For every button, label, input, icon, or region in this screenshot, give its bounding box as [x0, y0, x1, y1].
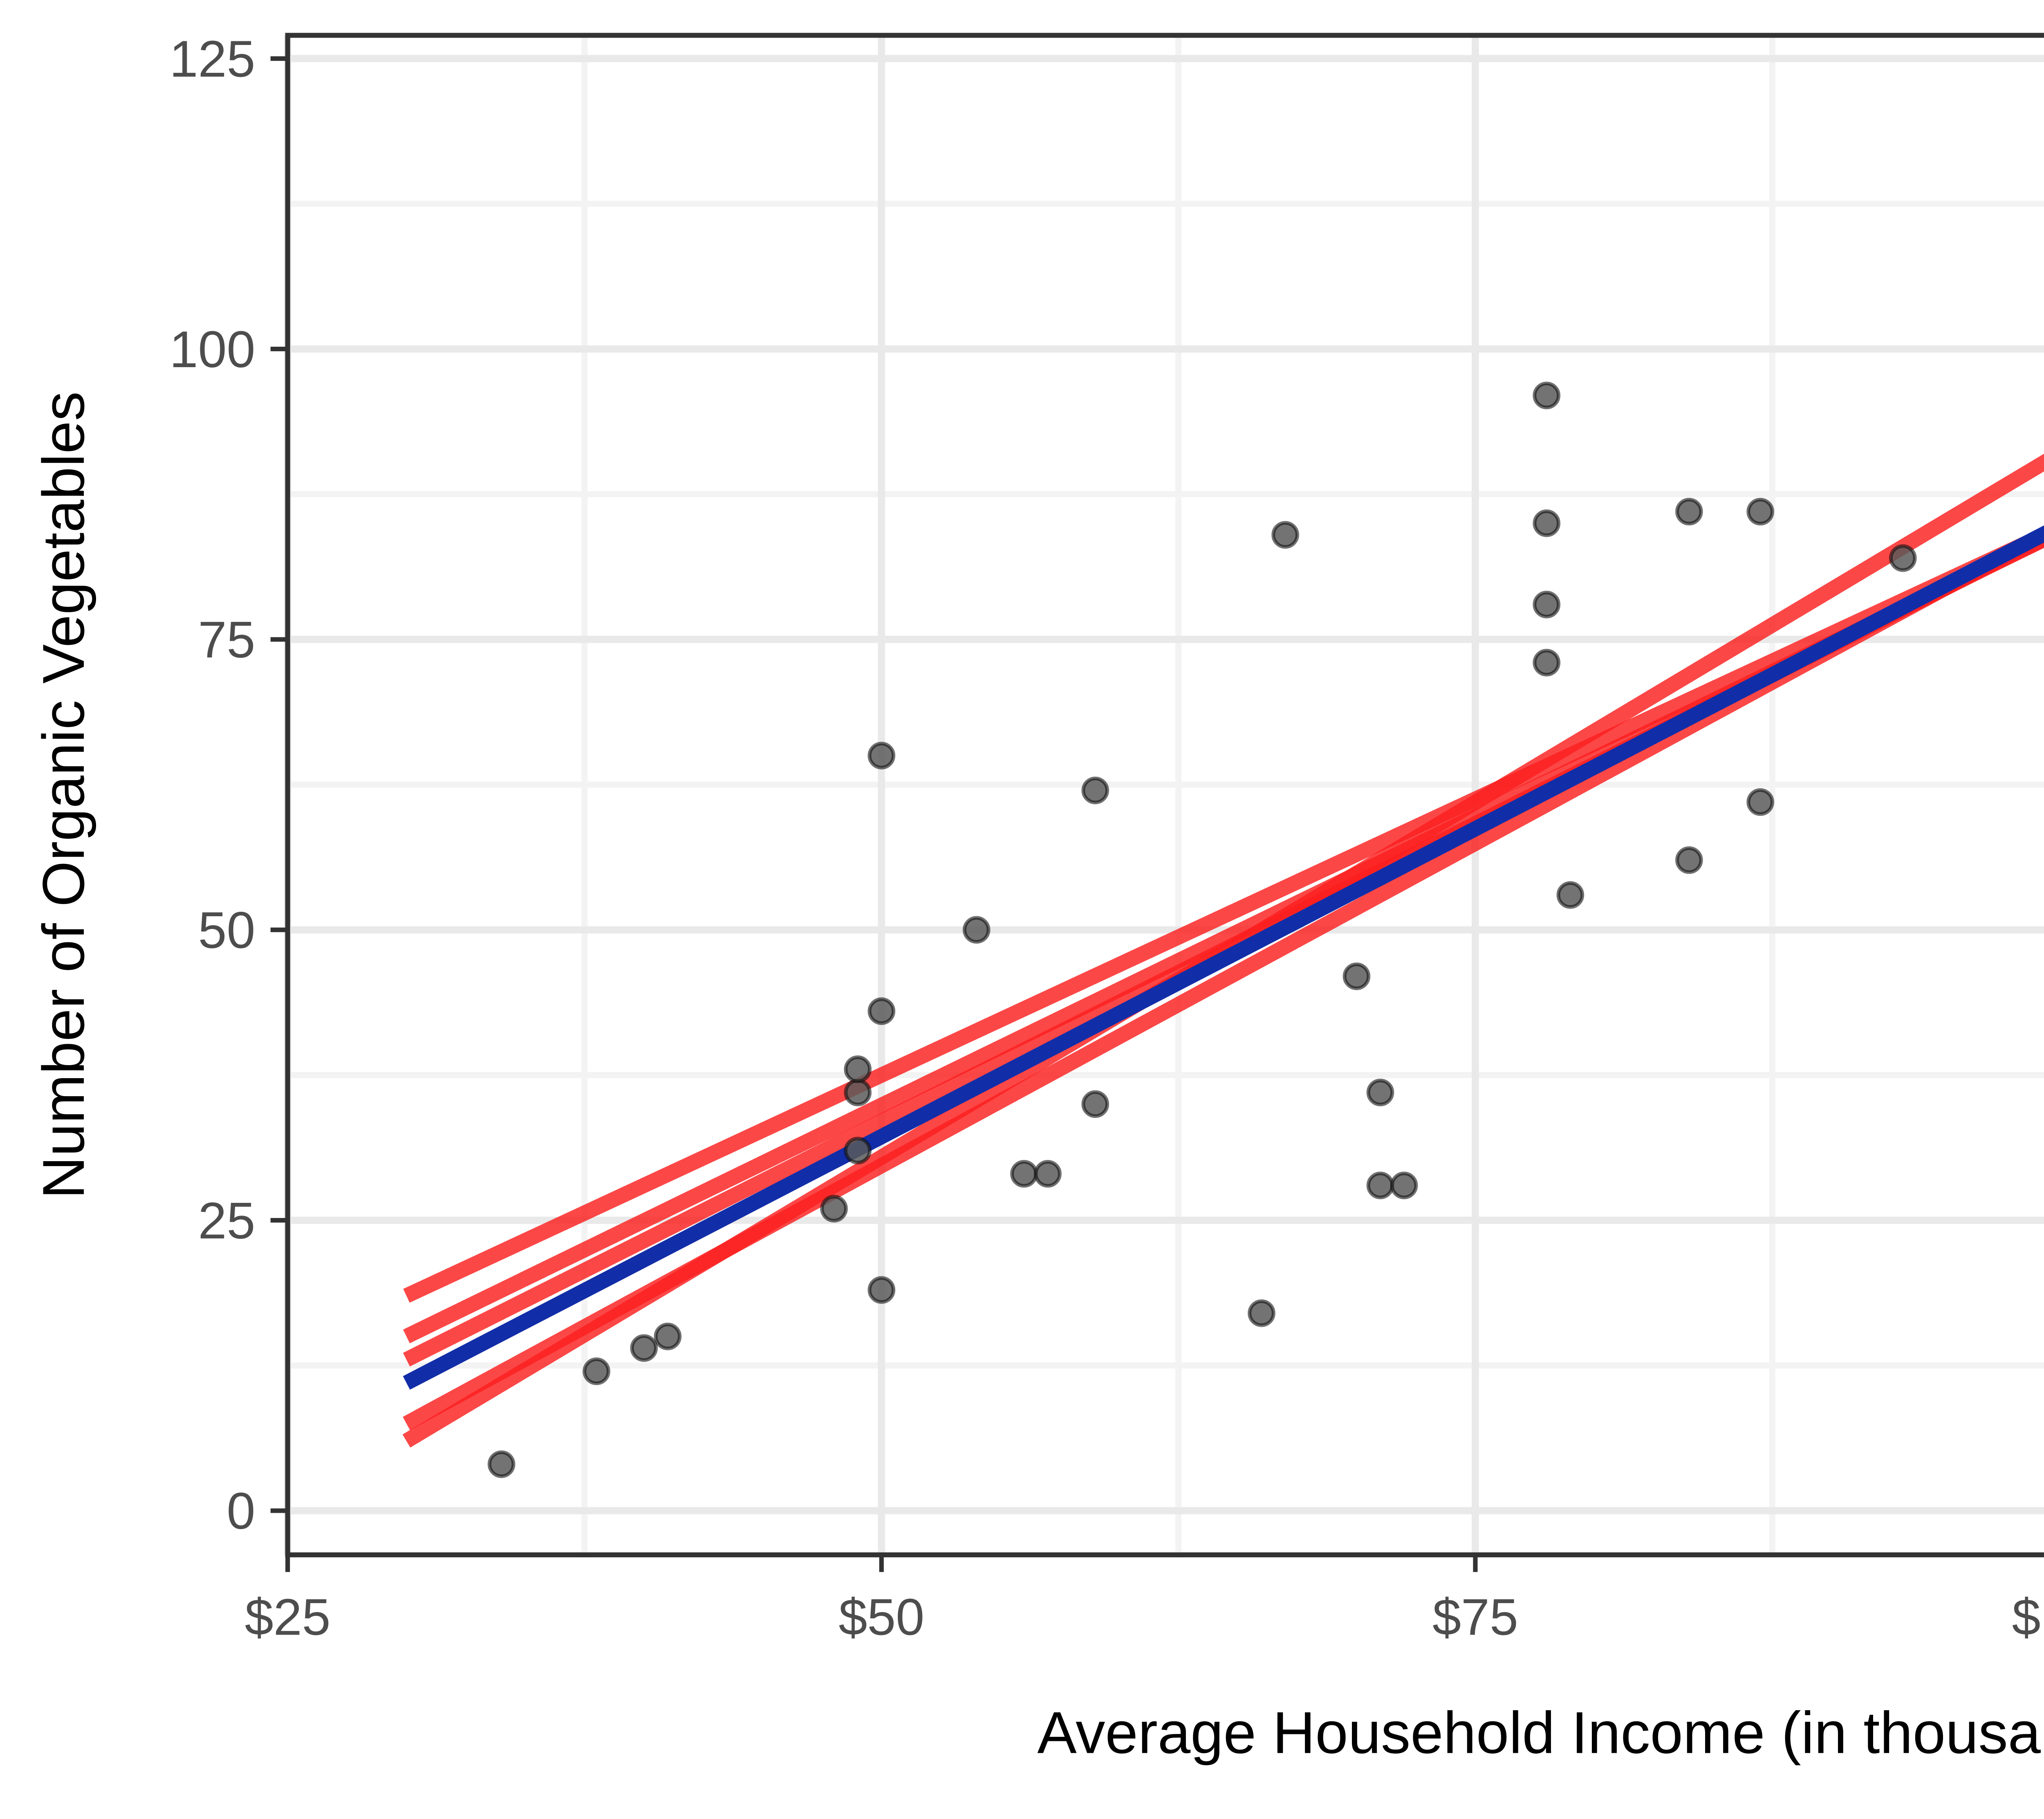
y-tick-label: 125 [170, 30, 256, 88]
data-point [1746, 498, 1774, 526]
regression-lines [402, 453, 2044, 1448]
minor-gridlines [287, 35, 2044, 1555]
y-tick-label: 50 [198, 902, 256, 959]
scatter-points [487, 381, 1917, 1478]
y-tick-label: 25 [198, 1192, 256, 1249]
regression-line-red [403, 526, 2044, 1303]
data-point [1081, 776, 1109, 805]
x-tick-label: $50 [838, 1588, 924, 1646]
data-point [1034, 1160, 1062, 1188]
x-tick-label: $25 [245, 1588, 331, 1646]
axis-tick-labels: $25$50$75$100$1250255075100125 [170, 30, 2044, 1646]
data-point [867, 742, 896, 769]
regression-line-blue [403, 525, 2044, 1390]
x-axis-title: Average Household Income (in thousands) [1037, 1700, 2044, 1766]
data-point [583, 1357, 610, 1385]
data-point [1010, 1160, 1038, 1188]
data-point [1248, 1299, 1275, 1327]
y-axis-title: Number of Organic Vegetables [30, 391, 96, 1199]
data-point [1533, 648, 1561, 677]
x-tick-label: $100 [2012, 1588, 2044, 1646]
data-point [487, 1450, 515, 1478]
data-point [1366, 1079, 1394, 1106]
y-tick-label: 0 [226, 1482, 255, 1540]
data-point [654, 1322, 682, 1350]
panel-background [287, 35, 2044, 1555]
data-point [820, 1195, 848, 1222]
data-point [1533, 381, 1561, 410]
y-tick-label: 100 [170, 321, 256, 378]
data-point [844, 1137, 872, 1164]
data-point [962, 916, 991, 944]
data-point [1533, 590, 1561, 619]
data-point [1675, 498, 1703, 526]
regression-line-red [402, 453, 2044, 1448]
data-point [1556, 881, 1585, 909]
data-point [844, 1079, 872, 1106]
data-point [1342, 962, 1371, 990]
data-point [1889, 544, 1917, 572]
x-tick-label: $75 [1432, 1588, 1518, 1646]
data-point [1746, 788, 1774, 816]
data-point [1533, 509, 1561, 537]
data-point [844, 1055, 872, 1083]
data-point [630, 1334, 658, 1362]
data-point [1271, 521, 1299, 549]
y-tick-label: 75 [198, 611, 256, 668]
data-point [1675, 846, 1703, 874]
axis-ticks [270, 56, 1478, 1572]
data-point [1366, 1171, 1394, 1200]
panel-border [285, 33, 2044, 1557]
data-point [1081, 1090, 1109, 1118]
data-point [867, 1276, 896, 1304]
data-point [1390, 1171, 1418, 1200]
data-point [867, 997, 896, 1025]
